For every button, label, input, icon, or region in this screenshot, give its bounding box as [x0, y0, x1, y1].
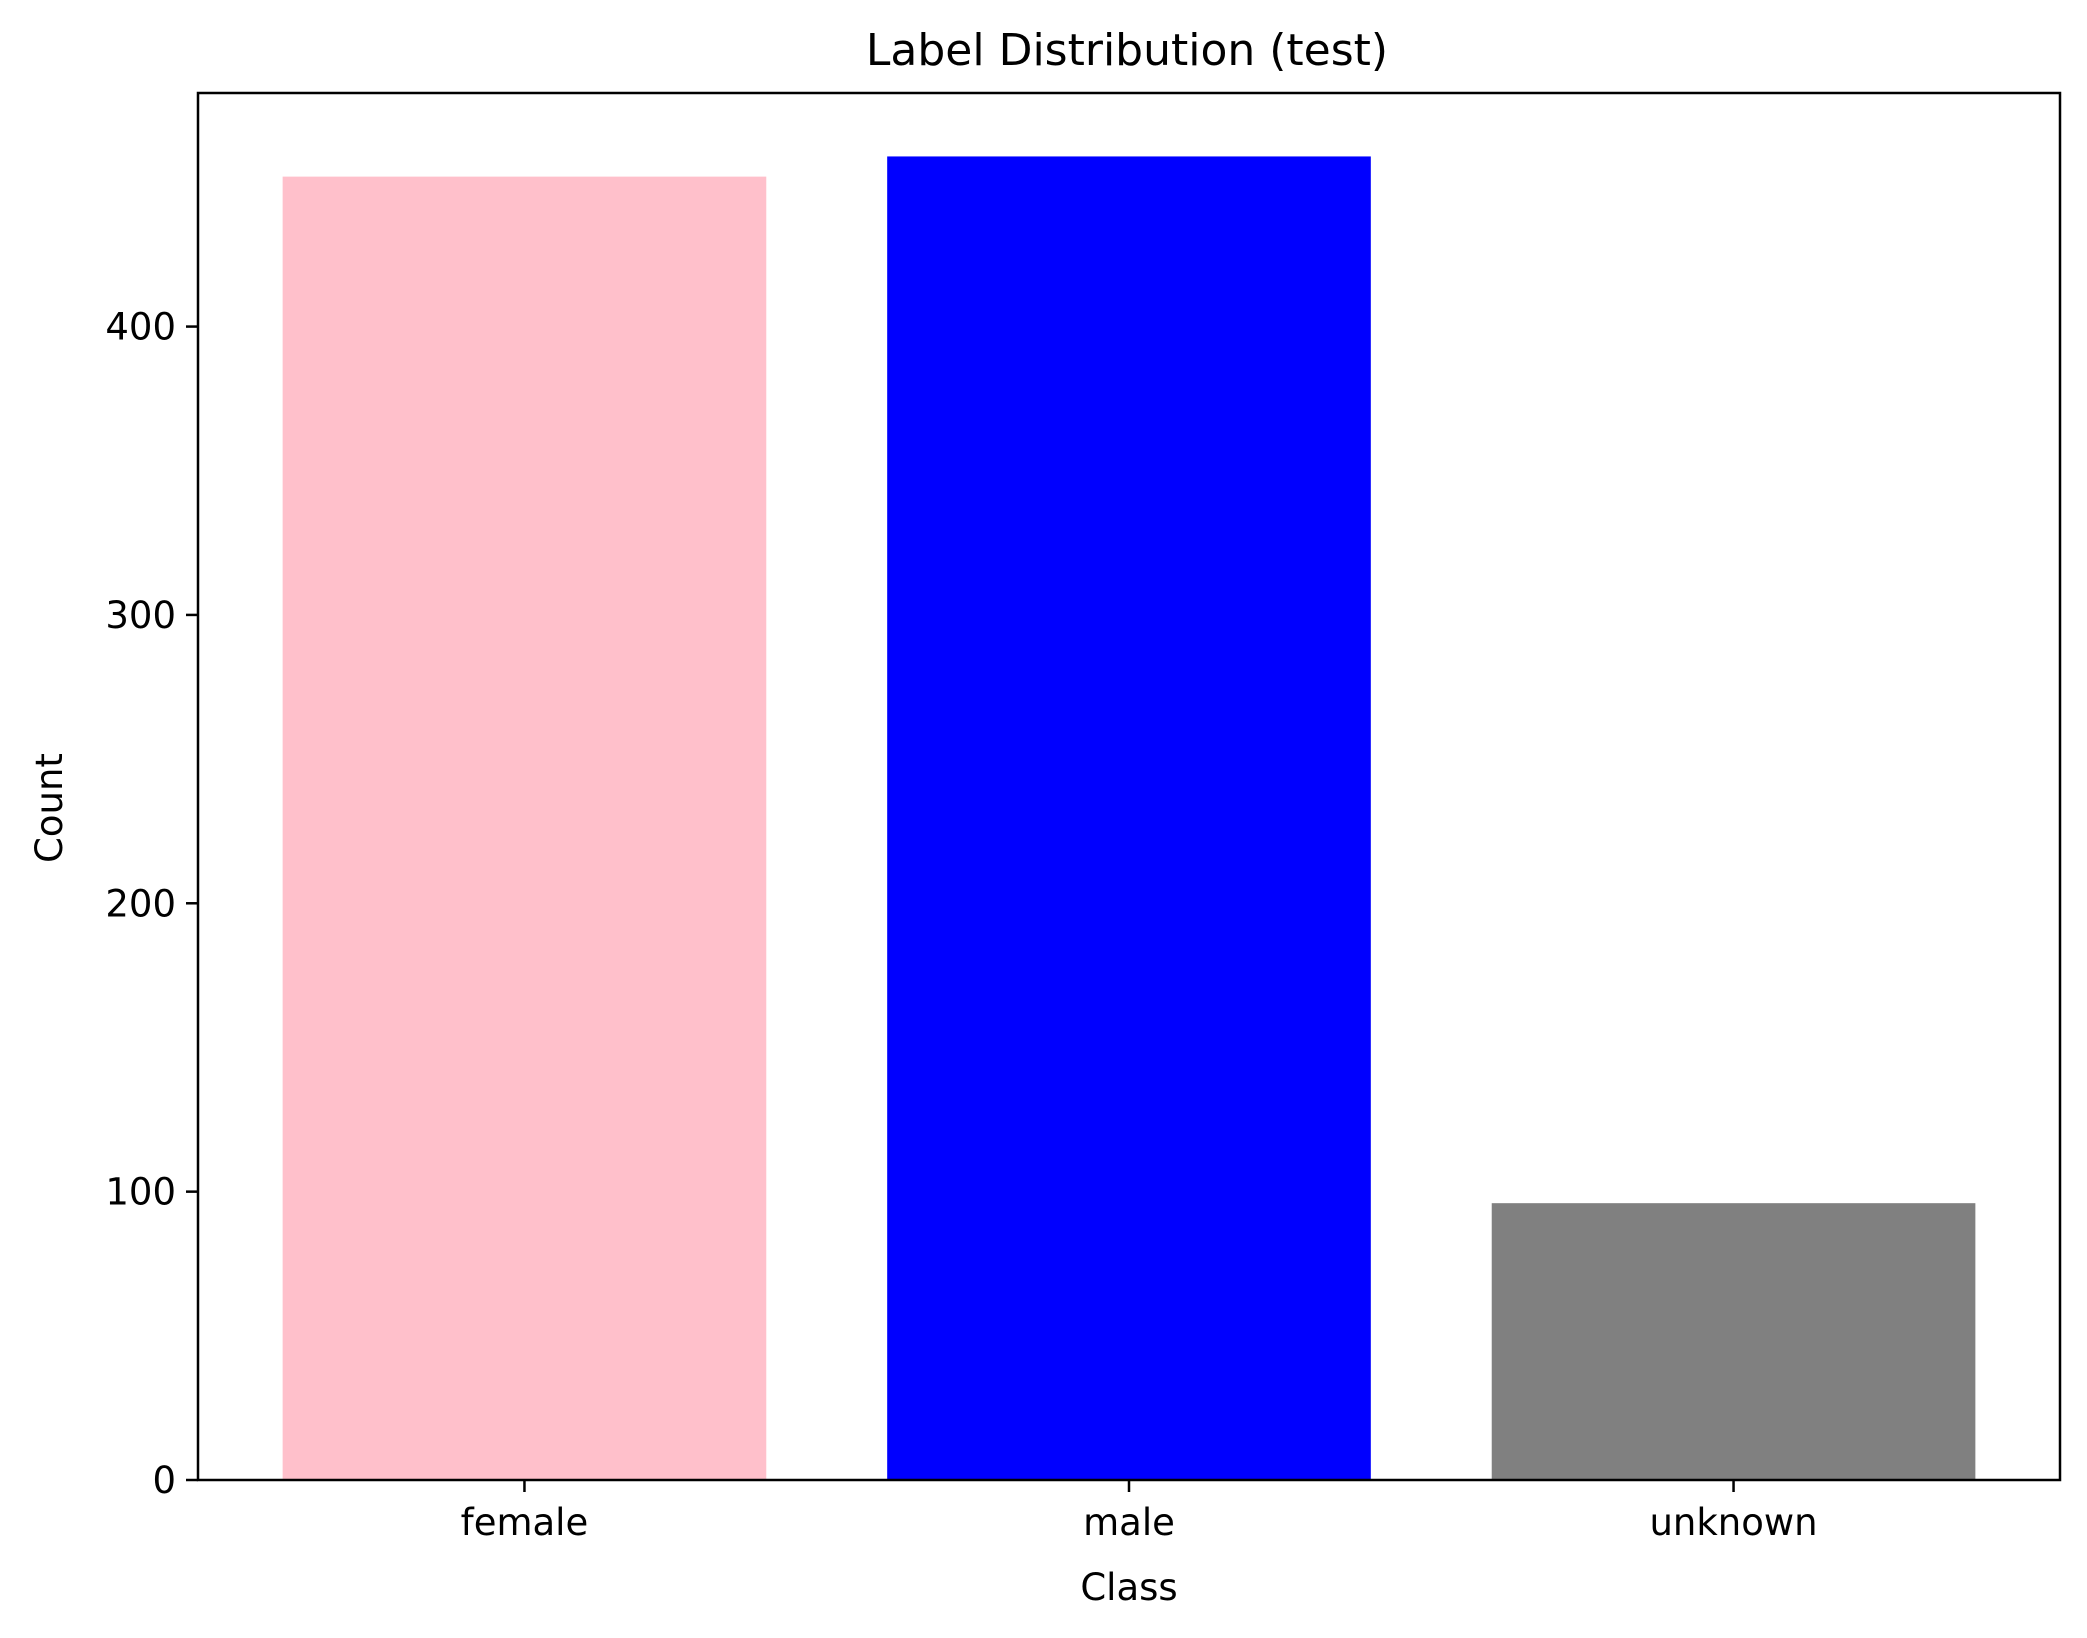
x-tick-label-male: male [1083, 1501, 1175, 1544]
y-tick-label-100: 100 [105, 1171, 176, 1214]
bar-unknown [1491, 1203, 1976, 1480]
x-axis-label: Class [1080, 1566, 1177, 1609]
y-axis-label: Count [28, 753, 71, 863]
chart-title: Label Distribution (test) [866, 25, 1388, 76]
y-tick-label-0: 0 [152, 1459, 176, 1502]
bar-female [282, 176, 767, 1481]
y-axis: 0 100 200 300 400 [105, 306, 198, 1502]
bar-male [887, 156, 1371, 1480]
x-tick-label-unknown: unknown [1649, 1501, 1817, 1544]
y-tick-label-400: 400 [105, 306, 176, 349]
x-tick-label-female: female [461, 1501, 589, 1544]
x-axis: female male unknown [461, 1480, 1818, 1544]
plot-frame [196, 91, 2062, 1482]
y-tick-label-200: 200 [105, 882, 176, 925]
y-tick-label-300: 300 [105, 594, 176, 637]
bars [282, 156, 1976, 1481]
